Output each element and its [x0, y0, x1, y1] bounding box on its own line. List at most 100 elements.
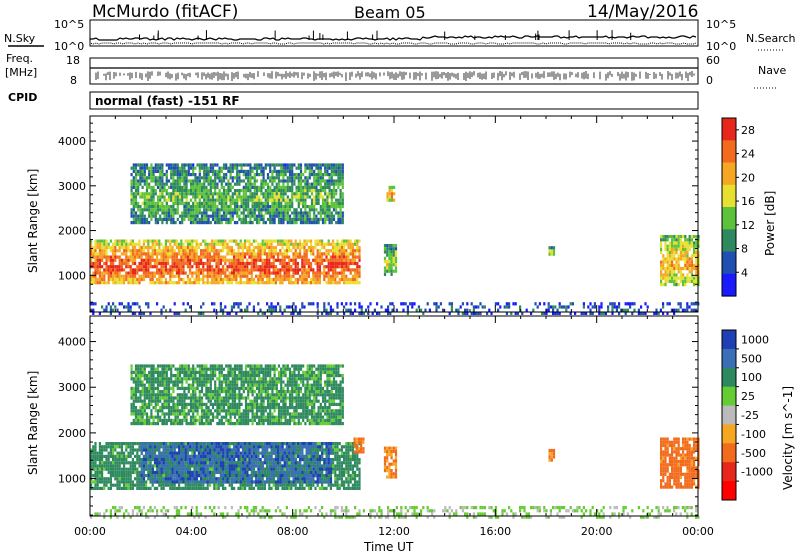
echo-cell-1: [222, 201, 226, 205]
echo-cell-0: [109, 470, 112, 474]
echo-cell-1: [236, 173, 239, 177]
echo-cell-0: [230, 274, 233, 278]
echo-cell-0: [118, 249, 121, 253]
echo-cell-0: [127, 442, 130, 446]
echo-cell-0: [211, 268, 214, 272]
echo-cell-6: [323, 308, 326, 312]
echo-cell-0: [114, 483, 117, 487]
echo-cell-0: [98, 245, 101, 250]
echo-cell-1: [145, 192, 149, 196]
echo-cell-1: [225, 163, 228, 167]
echo-cell-0: [162, 268, 165, 272]
echo-cell-0: [213, 268, 216, 272]
echo-cell-1: [236, 198, 239, 202]
echo-cell-1: [299, 217, 303, 221]
echo-cell-1: [203, 201, 206, 205]
echo-cell-6: [450, 308, 453, 312]
echo-cell-0: [169, 281, 172, 285]
echo-cell-5: [668, 267, 671, 271]
echo-cell-1: [159, 163, 162, 167]
echo-cell-0: [103, 274, 106, 278]
echo-cell-0: [343, 274, 346, 278]
echo-cell-1: [269, 185, 272, 189]
echo-cell-0: [354, 277, 357, 282]
echo-cell-1: [203, 169, 206, 173]
echo-cell-1: [275, 176, 278, 180]
echo-cell-1: [216, 185, 219, 189]
echo-cell-0: [162, 265, 165, 269]
echo-cell-0: [118, 451, 121, 455]
echo-cell-0: [98, 451, 101, 455]
echo-cell-1: [174, 208, 177, 212]
echo-cell-1: [216, 198, 219, 202]
echo-cell-0: [292, 261, 295, 266]
echo-cell-0: [191, 265, 194, 269]
echo-cell-0: [204, 458, 207, 462]
echo-cell-1: [284, 173, 287, 177]
echo-cell-0: [120, 261, 123, 266]
echo-cell-0: [356, 245, 359, 250]
echo-cell-0: [94, 255, 97, 259]
echo-cell-0: [90, 458, 93, 462]
echo-cell-0: [92, 458, 95, 462]
echo-cell-6: [618, 302, 621, 306]
echo-cell-1: [277, 189, 281, 193]
echo-cell-0: [184, 271, 187, 275]
echo-cell-1: [326, 192, 329, 196]
echo-cell-0: [189, 249, 192, 253]
echo-cell-1: [225, 166, 228, 170]
echo-cell-1: [244, 182, 248, 186]
echo-cell-0: [241, 252, 244, 256]
echo-cell-6: [640, 305, 643, 309]
echo-cell-0: [200, 268, 203, 272]
echo-cell-1: [200, 217, 204, 221]
echo-cell-2: [390, 269, 393, 273]
echo-cell-6: [479, 311, 482, 315]
echo-cell-1: [277, 169, 281, 173]
echo-cell-1: [222, 163, 226, 167]
echo-cell-5: [693, 279, 696, 283]
echo-cell-1: [161, 201, 164, 205]
echo-cell-1: [247, 169, 250, 173]
echo-cell-0: [211, 281, 214, 285]
echo-cell-0: [195, 467, 198, 471]
echo-cell-0: [279, 274, 282, 278]
echo-cell-1: [293, 182, 296, 186]
echo-cell-0: [241, 255, 244, 259]
echo-cell-1: [258, 185, 261, 189]
echo-cell-5: [671, 270, 674, 274]
echo-cell-1: [130, 185, 133, 189]
echo-cell-0: [191, 486, 194, 490]
echo-cell-1: [271, 176, 274, 180]
echo-cell-0: [162, 281, 165, 285]
echo-cell-6: [125, 305, 128, 309]
echo-cell-6: [145, 302, 148, 306]
echo-cell-0: [325, 242, 328, 246]
echo-cell-0: [112, 448, 115, 452]
echo-cell-1: [198, 205, 201, 209]
echo-cell-2: [394, 250, 398, 254]
echo-cell-0: [261, 274, 264, 278]
echo-cell-1: [244, 214, 248, 218]
echo-cell-6: [380, 305, 383, 309]
echo-cell-5: [684, 254, 687, 258]
echo-cell-0: [277, 239, 280, 243]
echo-cell-1: [244, 163, 248, 167]
echo-cell-0: [151, 249, 154, 253]
echo-cell-0: [285, 255, 288, 259]
echo-cell-0: [277, 268, 280, 272]
echo-cell-0: [290, 265, 293, 269]
echo-cell-0: [215, 483, 218, 487]
echo-cell-0: [307, 258, 310, 262]
echo-cell-1: [337, 221, 340, 225]
echo-cell-1: [313, 198, 316, 202]
echo-cell-5: [666, 238, 669, 242]
echo-cell-1: [194, 211, 197, 215]
echo-cell-1: [242, 198, 245, 202]
echo-cell-0: [96, 258, 99, 262]
echo-cell-0: [171, 258, 174, 262]
echo-cell-6: [541, 311, 544, 315]
echo-cell-1: [247, 198, 250, 202]
echo-cell-1: [132, 182, 135, 186]
echo-cell-1: [324, 208, 327, 212]
